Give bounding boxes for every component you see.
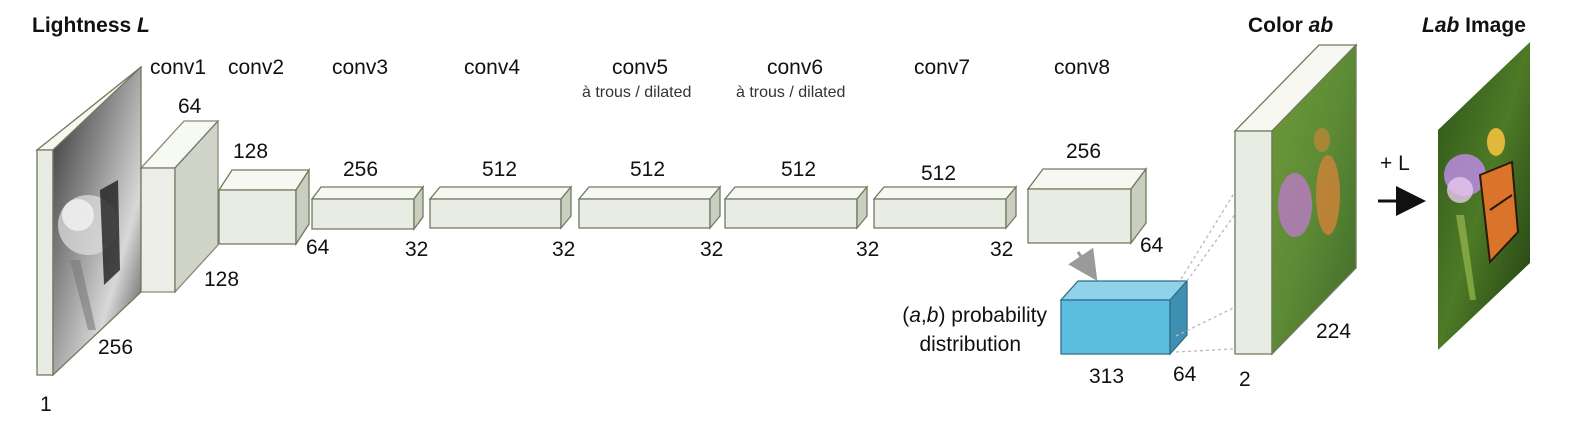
dim-input-depth: 1 [40, 393, 52, 416]
layer-label-conv3: conv3 [332, 56, 388, 79]
dim-conv3-size: 32 [405, 238, 428, 261]
dim-conv8-size: 64 [1140, 234, 1164, 257]
dim-conv6-channels: 512 [781, 158, 816, 181]
dim-conv8-channels: 256 [1066, 140, 1101, 163]
dim-conv5-size: 32 [700, 238, 723, 261]
lab-output-image [1438, 42, 1530, 350]
layer-label-conv5: conv5 [612, 56, 668, 79]
layer-label-conv6: conv6 [767, 56, 823, 79]
layer-label-conv4: conv4 [464, 56, 520, 79]
input-title: Lightness L [32, 14, 150, 37]
conv3-block [310, 185, 425, 231]
prob-label-line1: (a,b) probability [902, 304, 1047, 327]
conv5-block [577, 185, 722, 230]
conv6-block [723, 185, 869, 230]
output-title: Color ab [1248, 14, 1333, 37]
dim-color-depth: 2 [1239, 368, 1251, 391]
dim-conv2-size: 64 [306, 236, 330, 259]
conv8-block [1026, 167, 1148, 245]
dim-conv4-channels: 512 [482, 158, 517, 181]
final-image-title: Lab Image [1422, 14, 1526, 37]
probability-distribution-block [1059, 279, 1189, 356]
dim-conv1-size: 128 [204, 268, 239, 291]
layer-label-conv8: conv8 [1054, 56, 1110, 79]
dim-prob-channels: 313 [1089, 365, 1124, 388]
dim-prob-size: 64 [1173, 363, 1197, 386]
dim-conv7-size: 32 [990, 238, 1013, 261]
dim-conv1-channels: 64 [178, 95, 202, 118]
prob-label-line2: distribution [919, 333, 1021, 356]
conv8-to-prob-arrow [1068, 247, 1098, 281]
plus-l-label: + L [1380, 152, 1410, 175]
dim-conv2-channels: 128 [233, 140, 268, 163]
input-lightness-block [35, 65, 142, 377]
conv1-block [139, 119, 220, 294]
dim-conv4-size: 32 [552, 238, 575, 261]
layer-label-conv2: conv2 [228, 56, 284, 79]
color-ab-block [1233, 43, 1358, 356]
dim-conv5-channels: 512 [630, 158, 665, 181]
dim-conv6-size: 32 [856, 238, 879, 261]
layer-note-conv5: à trous / dilated [582, 84, 691, 101]
dim-conv3-channels: 256 [343, 158, 378, 181]
dim-color-size: 224 [1316, 320, 1351, 343]
layer-label-conv1: conv1 [150, 56, 206, 79]
layer-note-conv6: à trous / dilated [736, 84, 845, 101]
conv7-block [872, 185, 1018, 230]
conv2-block [217, 167, 311, 247]
ab-color-image [1271, 43, 1357, 356]
conv4-block [428, 185, 573, 230]
layer-label-conv7: conv7 [914, 56, 970, 79]
dim-conv7-channels: 512 [921, 162, 956, 185]
dim-input-size: 256 [98, 336, 133, 359]
